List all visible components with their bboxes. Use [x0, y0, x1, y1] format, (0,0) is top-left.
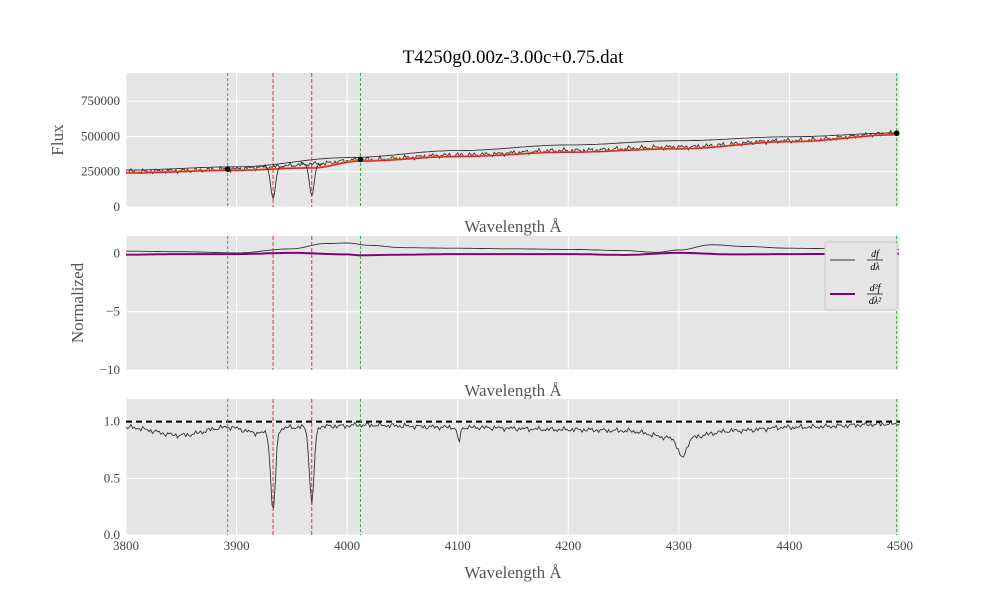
y-tick-label: −5 — [106, 304, 120, 319]
chart-title: T4250g0.00z-3.00c+0.75.dat — [403, 47, 624, 68]
plot-area — [126, 419, 900, 509]
y-tick-label: 250000 — [81, 164, 120, 179]
x-tick-label: 4300 — [666, 538, 692, 553]
series-d-f-d- — [126, 251, 899, 257]
x-tick-label: 3800 — [113, 538, 139, 553]
y-tick-label: 0 — [114, 199, 121, 214]
x-axis-label: Wavelength Å — [464, 217, 562, 236]
x-axis-label: Wavelength Å — [464, 563, 562, 582]
x-tick-label: 4000 — [334, 538, 360, 553]
continuum-point — [357, 156, 364, 163]
legend-label-denominator: dλ — [870, 262, 880, 273]
series-df-d- — [126, 242, 899, 254]
legend-label-denominator: dλ² — [869, 296, 882, 307]
panel-background — [126, 399, 900, 535]
panel-background — [126, 236, 900, 370]
x-tick-label: 4100 — [445, 538, 471, 553]
y-tick-label: −10 — [100, 362, 120, 377]
continuum-point — [893, 130, 900, 137]
y-tick-label: 0.5 — [104, 470, 120, 485]
y-tick-label: 500000 — [81, 128, 120, 143]
panel-background — [126, 73, 900, 207]
spectrum-absorption-line — [262, 166, 285, 200]
x-tick-label: 3900 — [224, 538, 250, 553]
y-tick-label: 1.0 — [104, 414, 120, 429]
series-fit-red — [126, 134, 899, 174]
panel-normalized: 0.0 0.5 1.0 3800 3900 4000 4100 4200 4300 4400 450… — [104, 399, 913, 582]
series-normalized-spectrum — [126, 419, 900, 509]
panel-flux: 0 250000 500000 750000 Wavelength Å Flux — [48, 73, 901, 236]
series-continuum-envelope — [126, 132, 899, 171]
y-tick-label: 0.0 — [104, 527, 120, 542]
x-tick-label: 4500 — [887, 538, 913, 553]
panel-derivatives: 0 −5 −10 Wavelength Å Normalized df dλ d²f dλ² — [68, 236, 901, 400]
continuum-point — [224, 166, 231, 172]
x-tick-label: 4400 — [776, 538, 802, 553]
x-axis-label: Wavelength Å — [464, 381, 562, 400]
legend-label-numerator: d²f — [870, 283, 882, 294]
y-tick-label: 0 — [114, 245, 121, 260]
x-tick-label: 4200 — [555, 538, 581, 553]
legend-label-numerator: df — [871, 249, 880, 260]
legend-box — [824, 241, 898, 311]
legend: df dλ d²f dλ² — [824, 241, 898, 311]
plot-area — [126, 129, 900, 200]
plot-area — [126, 242, 899, 257]
y-axis-label: Normalized — [68, 262, 87, 343]
y-axis-label: Flux — [48, 124, 67, 156]
y-tick-label: 750000 — [81, 93, 120, 108]
